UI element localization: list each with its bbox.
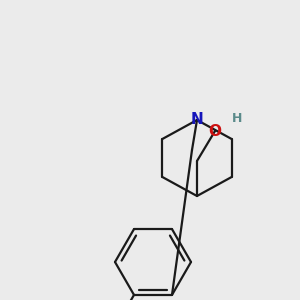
Text: O: O [208, 124, 221, 139]
Text: H: H [232, 112, 242, 125]
Text: N: N [190, 112, 203, 128]
